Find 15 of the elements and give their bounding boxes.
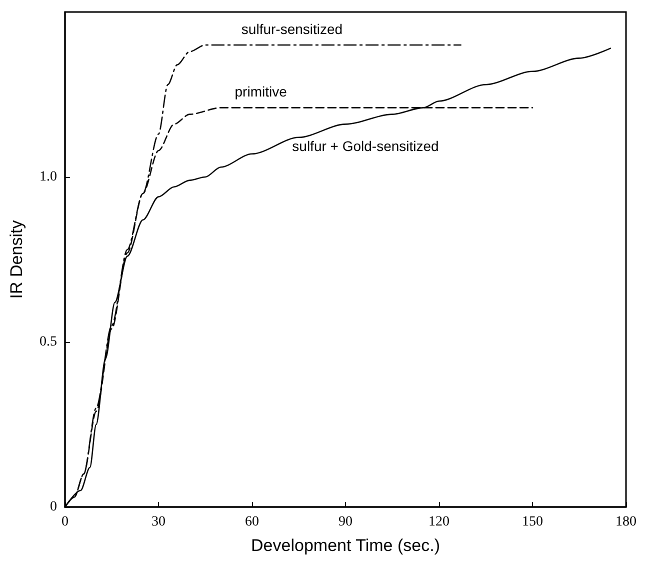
x-axis-title: Development Time (sec.) <box>251 536 440 555</box>
series-label: sulfur-sensitized <box>241 21 343 37</box>
x-tick-label: 30 <box>152 514 166 530</box>
y-tick-label: 0.5 <box>40 334 57 350</box>
series-label: primitive <box>234 84 288 100</box>
x-tick-label: 180 <box>616 514 636 530</box>
x-tick-label: 60 <box>245 514 259 530</box>
x-tick-label: 0 <box>62 514 68 530</box>
y-tick-label: 0 <box>50 500 57 514</box>
x-tick-label: 150 <box>522 514 543 530</box>
y-axis-title: IR Density <box>7 220 26 299</box>
x-tick-label: 90 <box>338 514 352 530</box>
x-tick-label: 120 <box>428 514 450 530</box>
series-label: sulfur + Gold-sensitized <box>292 138 439 154</box>
y-tick-label: 1.0 <box>40 170 57 184</box>
